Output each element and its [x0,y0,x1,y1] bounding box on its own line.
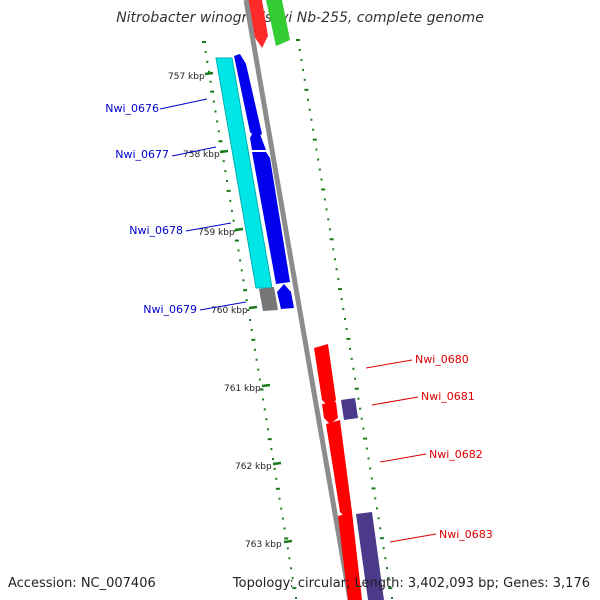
cds-nwi-0680 [314,344,336,408]
cds-nwi-0681 [322,402,338,424]
cds-nwi-0682 [326,420,352,518]
cds-nwi-0683 [338,512,362,600]
gc-track-left [202,41,297,599]
tick-label-758: 758 kbp [183,150,220,160]
topology-text: Topology: circular; Length: 3,402,093 bp… [232,576,590,591]
gene-nwi-0683-purple [356,512,384,600]
leader-nwi-0682 [379,453,427,463]
leader-nwi-0681 [371,396,419,406]
cds-nwi-0678 [252,152,290,284]
leader-nwi-0678 [185,222,232,232]
gene-label-nwi-0680: Nwi_0680 [415,353,469,366]
tick-label-762: 762 kbp [235,462,272,472]
gene-label-nwi-0681: Nwi_0681 [421,390,475,403]
accession-text: Accession: NC_007406 [8,576,156,591]
leader-nwi-0679 [199,301,247,311]
cds-nwi-0676 [234,54,262,138]
gene-label-nwi-0677: Nwi_0677 [115,148,169,161]
tick-marks [204,71,293,544]
gc-track-right [296,39,393,599]
leader-nwi-0677 [171,146,217,157]
tick-label-761: 761 kbp [224,384,261,394]
tick-label-757: 757 kbp [168,72,205,82]
leader-nwi-0676 [159,98,208,110]
leader-nwi-0683 [389,533,437,543]
cds-nwi-0677 [250,130,266,150]
gene-nwi-0681-purple [341,398,358,420]
gene-label-nwi-0682: Nwi_0682 [429,448,483,461]
gene-nwi-0679-grey [259,287,278,311]
tick-label-763: 763 kbp [245,540,282,550]
gene-label-nwi-0676: Nwi_0676 [105,102,159,115]
tick-label-759: 759 kbp [198,228,235,238]
top-partial-red-feature [248,0,268,48]
gene-label-nwi-0678: Nwi_0678 [129,224,183,237]
genome-backbone [243,0,353,600]
tick-label-760: 760 kbp [211,306,248,316]
gene-label-nwi-0683: Nwi_0683 [439,528,493,541]
gene-label-nwi-0679: Nwi_0679 [143,303,197,316]
leader-nwi-0680 [365,359,413,369]
map-title: Nitrobacter winogradskyi Nb-255, complet… [116,10,484,26]
top-partial-green-feature [266,0,290,46]
cds-nwi-0679 [277,284,294,309]
